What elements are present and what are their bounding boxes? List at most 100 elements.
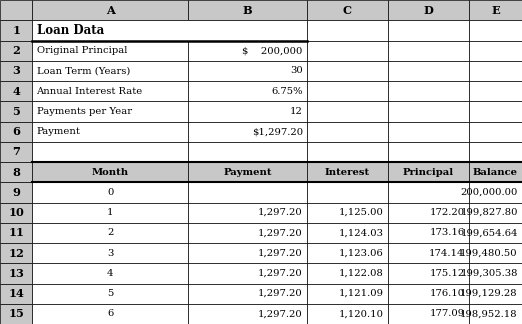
Text: 10: 10 [8,207,24,218]
Bar [307,81,388,101]
Text: 30: 30 [290,66,303,75]
Bar [0,20,32,40]
Text: 199,129.28: 199,129.28 [460,289,518,298]
Text: E: E [491,5,500,16]
Bar [388,20,469,40]
Bar [0,61,32,81]
Bar [307,202,388,223]
Text: 12: 12 [290,107,303,116]
Text: Month: Month [91,168,129,177]
Text: 6: 6 [12,126,20,137]
Bar [469,0,522,20]
Text: 1: 1 [12,25,20,36]
Bar [0,202,32,223]
Text: 174.14: 174.14 [429,249,465,258]
Text: 176.10: 176.10 [430,289,465,298]
Text: 5: 5 [107,289,113,298]
Bar [188,40,307,61]
Bar [469,122,522,142]
Bar [32,304,188,324]
Bar [188,101,307,122]
Bar [0,0,32,20]
Text: 1,121.09: 1,121.09 [339,289,384,298]
Bar [188,202,307,223]
Text: 199,827.80: 199,827.80 [460,208,518,217]
Bar [469,182,522,202]
Text: 1,297.20: 1,297.20 [258,228,303,237]
Bar [32,202,188,223]
Bar [32,61,188,81]
Bar [0,304,32,324]
Bar [307,122,388,142]
Text: 177.09: 177.09 [430,309,465,318]
Bar [469,223,522,243]
Text: 4: 4 [12,86,20,97]
Bar [469,162,522,182]
Bar [388,40,469,61]
Text: 4: 4 [107,269,113,278]
Bar [0,243,32,263]
Bar [0,142,32,162]
Text: 1,297.20: 1,297.20 [258,249,303,258]
Bar [0,122,32,142]
Bar [307,182,388,202]
Text: 1,297.20: 1,297.20 [258,208,303,217]
Bar [188,142,307,162]
Text: Interest: Interest [325,168,370,177]
Bar [32,263,188,284]
Bar [32,40,188,61]
Bar [307,20,388,40]
Bar [188,243,307,263]
Bar [388,182,469,202]
Bar [469,142,522,162]
Bar [0,162,32,182]
Text: 172.20: 172.20 [430,208,465,217]
Bar [469,284,522,304]
Text: 2: 2 [12,45,20,56]
Bar [388,202,469,223]
Text: 1,297.20: 1,297.20 [258,269,303,278]
Text: 0: 0 [107,188,113,197]
Bar [388,304,469,324]
Bar [469,61,522,81]
Bar [469,304,522,324]
Text: Principal: Principal [403,168,454,177]
Bar [0,284,32,304]
Text: Payment: Payment [223,168,271,177]
Text: 2: 2 [107,228,113,237]
Text: A: A [105,5,115,16]
Text: Balance: Balance [473,168,518,177]
Text: 1,297.20: 1,297.20 [258,289,303,298]
Text: 1,125.00: 1,125.00 [339,208,384,217]
Bar [32,0,188,20]
Text: D: D [423,5,433,16]
Bar [188,61,307,81]
Bar [307,243,388,263]
Text: 5: 5 [13,106,20,117]
Bar [32,101,188,122]
Bar [388,0,469,20]
Text: 14: 14 [8,288,24,299]
Bar [188,81,307,101]
Text: 199,654.64: 199,654.64 [460,228,518,237]
Text: 3: 3 [107,249,113,258]
Bar [469,101,522,122]
Text: 1,123.06: 1,123.06 [339,249,384,258]
Text: 199,480.50: 199,480.50 [460,249,518,258]
Bar [388,223,469,243]
Text: C: C [343,5,352,16]
Text: 1,297.20: 1,297.20 [258,309,303,318]
Bar [188,304,307,324]
Bar [307,61,388,81]
Text: Loan Term (Years): Loan Term (Years) [37,66,130,75]
Bar [388,263,469,284]
Bar [32,142,188,162]
Text: 198,952.18: 198,952.18 [460,309,518,318]
Text: 175.12: 175.12 [429,269,465,278]
Text: 8: 8 [12,167,20,178]
Bar [388,284,469,304]
Text: 1,122.08: 1,122.08 [339,269,384,278]
Bar [307,263,388,284]
Text: 200,000.00: 200,000.00 [460,188,518,197]
Bar [307,0,388,20]
